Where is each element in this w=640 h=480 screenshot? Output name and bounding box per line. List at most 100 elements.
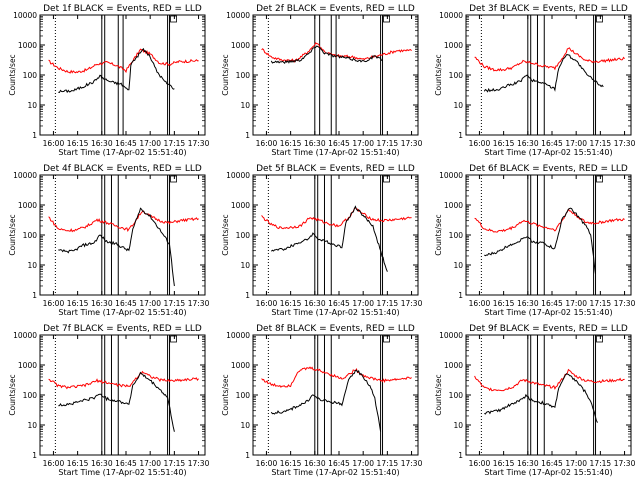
y-tick-label: 1 xyxy=(245,131,250,140)
lld-series-line xyxy=(48,48,199,74)
x-tick-label: 17:30 xyxy=(614,299,636,308)
x-tick-label: 17:00 xyxy=(565,459,587,468)
panel-title: Det 6f BLACK = Events, RED = LLD xyxy=(469,164,628,174)
x-tick-label: 16:15 xyxy=(67,139,89,148)
y-tick-label: 1 xyxy=(32,451,37,460)
panel-title: Det 5f BLACK = Events, RED = LLD xyxy=(256,164,415,174)
y-tick-label: 10000 xyxy=(226,11,250,20)
x-tick-label: 17:30 xyxy=(188,459,210,468)
x-tick-label: 16:00 xyxy=(43,459,65,468)
events-series-line xyxy=(484,373,598,423)
x-axis-label: Start Time (17-Apr-02 15:51:40) xyxy=(484,308,612,317)
y-tick-label: 100 xyxy=(236,391,251,400)
x-tick-label: 17:00 xyxy=(139,299,161,308)
y-axis-label: Counts/sec xyxy=(221,54,230,95)
y-tick-label: 1 xyxy=(245,291,250,300)
panel-title: Det 7f BLACK = Events, RED = LLD xyxy=(43,324,202,334)
x-tick-label: 16:15 xyxy=(67,459,89,468)
x-tick-label: 17:30 xyxy=(401,299,423,308)
panel-title: Det 8f BLACK = Events, RED = LLD xyxy=(256,324,415,334)
y-tick-label: 100 xyxy=(23,391,38,400)
panel-6: Det 6f BLACK = Events, RED = LLD 1 10 100 10… xyxy=(434,164,636,317)
plot-frame xyxy=(465,174,632,296)
x-axis-label: Start Time (17-Apr-02 15:51:40) xyxy=(484,148,612,157)
plot-frame xyxy=(252,14,419,136)
x-tick-label: 17:00 xyxy=(352,139,374,148)
x-tick-label: 16:30 xyxy=(304,299,326,308)
y-tick-label: 10000 xyxy=(439,171,463,180)
x-tick-label: 17:15 xyxy=(164,139,186,148)
x-tick-label: 16:30 xyxy=(91,139,113,148)
lld-series-line xyxy=(474,47,625,72)
x-tick-label: 16:45 xyxy=(328,459,350,468)
x-tick-label: 16:00 xyxy=(469,299,491,308)
x-tick-label: 17:00 xyxy=(352,459,374,468)
x-tick-label: 17:15 xyxy=(590,459,612,468)
x-axis-label: Start Time (17-Apr-02 15:51:40) xyxy=(58,308,186,317)
lld-series-line xyxy=(474,368,625,392)
x-axis-label: Start Time (17-Apr-02 15:51:40) xyxy=(58,148,186,157)
plot-frame xyxy=(39,334,206,456)
lld-series-line xyxy=(261,42,412,63)
panel-1: Det 1f BLACK = Events, RED = LLD 1 10 100 10… xyxy=(8,4,210,157)
plot-frame xyxy=(465,14,632,136)
x-tick-label: 16:30 xyxy=(517,459,539,468)
x-tick-label: 16:00 xyxy=(256,139,278,148)
plot-frame xyxy=(252,174,419,296)
x-axis-label: Start Time (17-Apr-02 15:51:40) xyxy=(484,468,612,477)
y-tick-label: 10000 xyxy=(439,11,463,20)
plot-frame xyxy=(39,14,206,136)
x-tick-label: 16:45 xyxy=(541,459,563,468)
y-tick-label: 10000 xyxy=(13,331,37,340)
y-axis-label: Counts/sec xyxy=(221,374,230,415)
events-series-line xyxy=(58,371,175,432)
y-axis-label: Counts/sec xyxy=(8,374,17,415)
panel-7: Det 7f BLACK = Events, RED = LLD 1 10 100 10… xyxy=(8,324,210,477)
x-tick-label: 16:15 xyxy=(493,299,515,308)
y-axis-label: Counts/sec xyxy=(221,214,230,255)
events-series-line xyxy=(270,45,383,65)
x-tick-label: 17:15 xyxy=(377,299,399,308)
x-tick-label: 17:00 xyxy=(139,459,161,468)
y-tick-label: 1000 xyxy=(231,201,250,210)
x-tick-label: 16:45 xyxy=(328,299,350,308)
x-tick-label: 16:30 xyxy=(91,299,113,308)
y-tick-label: 10 xyxy=(240,101,250,110)
y-tick-label: 1 xyxy=(458,451,463,460)
y-axis-label: Counts/sec xyxy=(8,214,17,255)
y-tick-label: 10 xyxy=(27,101,37,110)
events-series-line xyxy=(270,205,388,272)
x-tick-label: 16:00 xyxy=(256,459,278,468)
x-tick-label: 17:00 xyxy=(565,139,587,148)
y-tick-label: 1 xyxy=(245,451,250,460)
y-tick-label: 1 xyxy=(32,131,37,140)
interval-marker-box xyxy=(170,335,177,343)
x-tick-label: 17:30 xyxy=(614,459,636,468)
x-tick-label: 16:30 xyxy=(91,459,113,468)
y-tick-label: 100 xyxy=(449,391,464,400)
events-series-line xyxy=(58,207,175,287)
panel-8: Det 8f BLACK = Events, RED = LLD 1 10 100 10… xyxy=(221,324,423,477)
x-tick-label: 16:00 xyxy=(469,459,491,468)
y-tick-label: 100 xyxy=(449,231,464,240)
x-tick-label: 17:15 xyxy=(377,139,399,148)
x-tick-label: 16:15 xyxy=(67,299,89,308)
interval-marker-box xyxy=(596,15,603,23)
events-series-line xyxy=(484,207,596,275)
interval-marker-box xyxy=(170,15,177,23)
panel-title: Det 3f BLACK = Events, RED = LLD xyxy=(469,4,628,14)
x-tick-label: 16:00 xyxy=(43,139,65,148)
plot-frame xyxy=(39,174,206,296)
x-tick-label: 17:15 xyxy=(590,299,612,308)
x-tick-label: 16:00 xyxy=(43,299,65,308)
x-tick-label: 17:00 xyxy=(565,299,587,308)
y-axis-label: Counts/sec xyxy=(434,54,443,95)
panel-5: Det 5f BLACK = Events, RED = LLD 1 10 100 10… xyxy=(221,164,423,317)
x-axis-label: Start Time (17-Apr-02 15:51:40) xyxy=(271,468,399,477)
y-tick-label: 1000 xyxy=(444,41,463,50)
x-tick-label: 16:45 xyxy=(541,139,563,148)
panel-title: Det 4f BLACK = Events, RED = LLD xyxy=(43,164,202,174)
panel-title: Det 1f BLACK = Events, RED = LLD xyxy=(43,4,202,14)
x-tick-label: 17:30 xyxy=(401,459,423,468)
y-tick-label: 10 xyxy=(240,261,250,270)
